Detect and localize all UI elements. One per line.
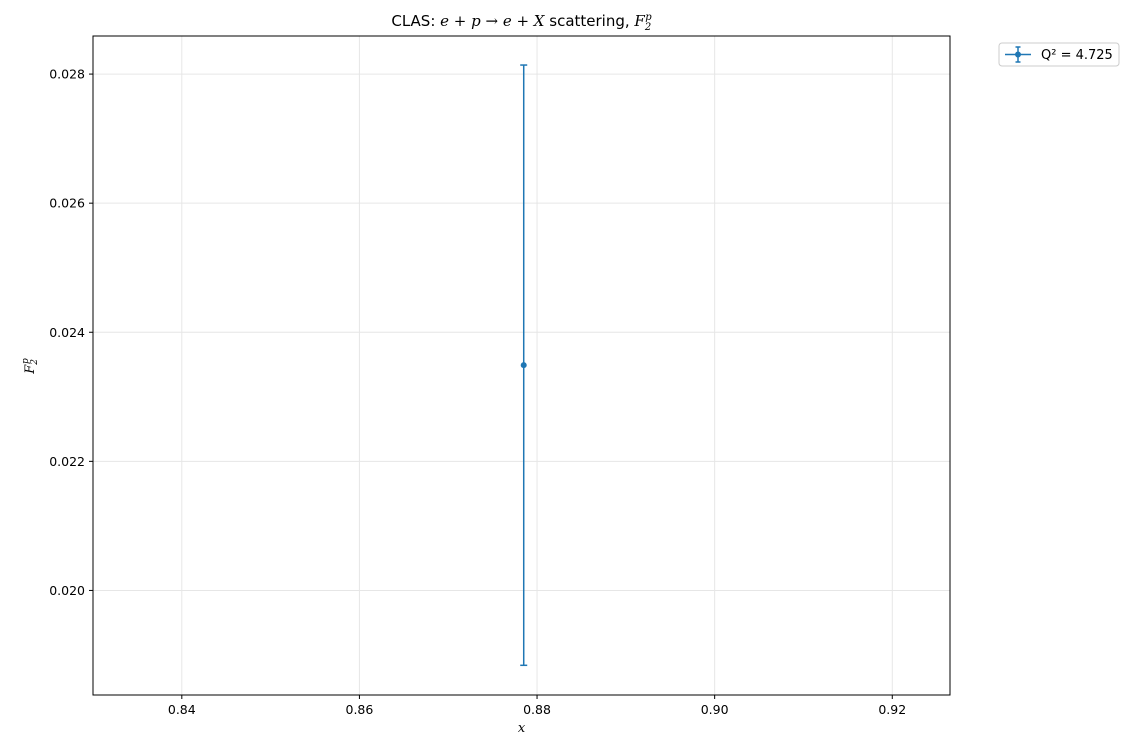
data-series <box>520 64 528 667</box>
legend: Q² = 4.725 <box>998 42 1120 67</box>
chart-title: CLAS: e + p → e + X scattering, F2p <box>391 12 652 33</box>
y-tick-label: 0.028 <box>49 67 85 82</box>
x-tick-label: 0.92 <box>878 702 906 717</box>
legend-box <box>998 42 1120 67</box>
legend-label: Q² = 4.725 <box>1041 48 1113 63</box>
legend-marker <box>1005 46 1031 63</box>
y-tick-label: 0.026 <box>49 196 85 211</box>
y-tick-label: 0.020 <box>49 583 85 598</box>
y-axis-label: F2p <box>21 358 40 375</box>
legend-dot <box>1015 51 1021 58</box>
data-point <box>520 362 527 369</box>
plot-area-frame <box>92 35 951 696</box>
x-tick-label: 0.90 <box>701 702 729 717</box>
x-tick-label: 0.88 <box>523 702 551 717</box>
grid <box>93 36 950 695</box>
y-axis-ticks: 0.020 0.022 0.024 0.026 0.028 <box>49 67 93 598</box>
y-tick-label: 0.022 <box>49 454 85 469</box>
x-axis-label: x <box>518 721 526 736</box>
x-axis-ticks: 0.84 0.86 0.88 0.90 0.92 <box>168 695 906 717</box>
y-tick-label: 0.024 <box>49 325 85 340</box>
x-tick-label: 0.86 <box>346 702 374 717</box>
x-tick-label: 0.84 <box>168 702 196 717</box>
